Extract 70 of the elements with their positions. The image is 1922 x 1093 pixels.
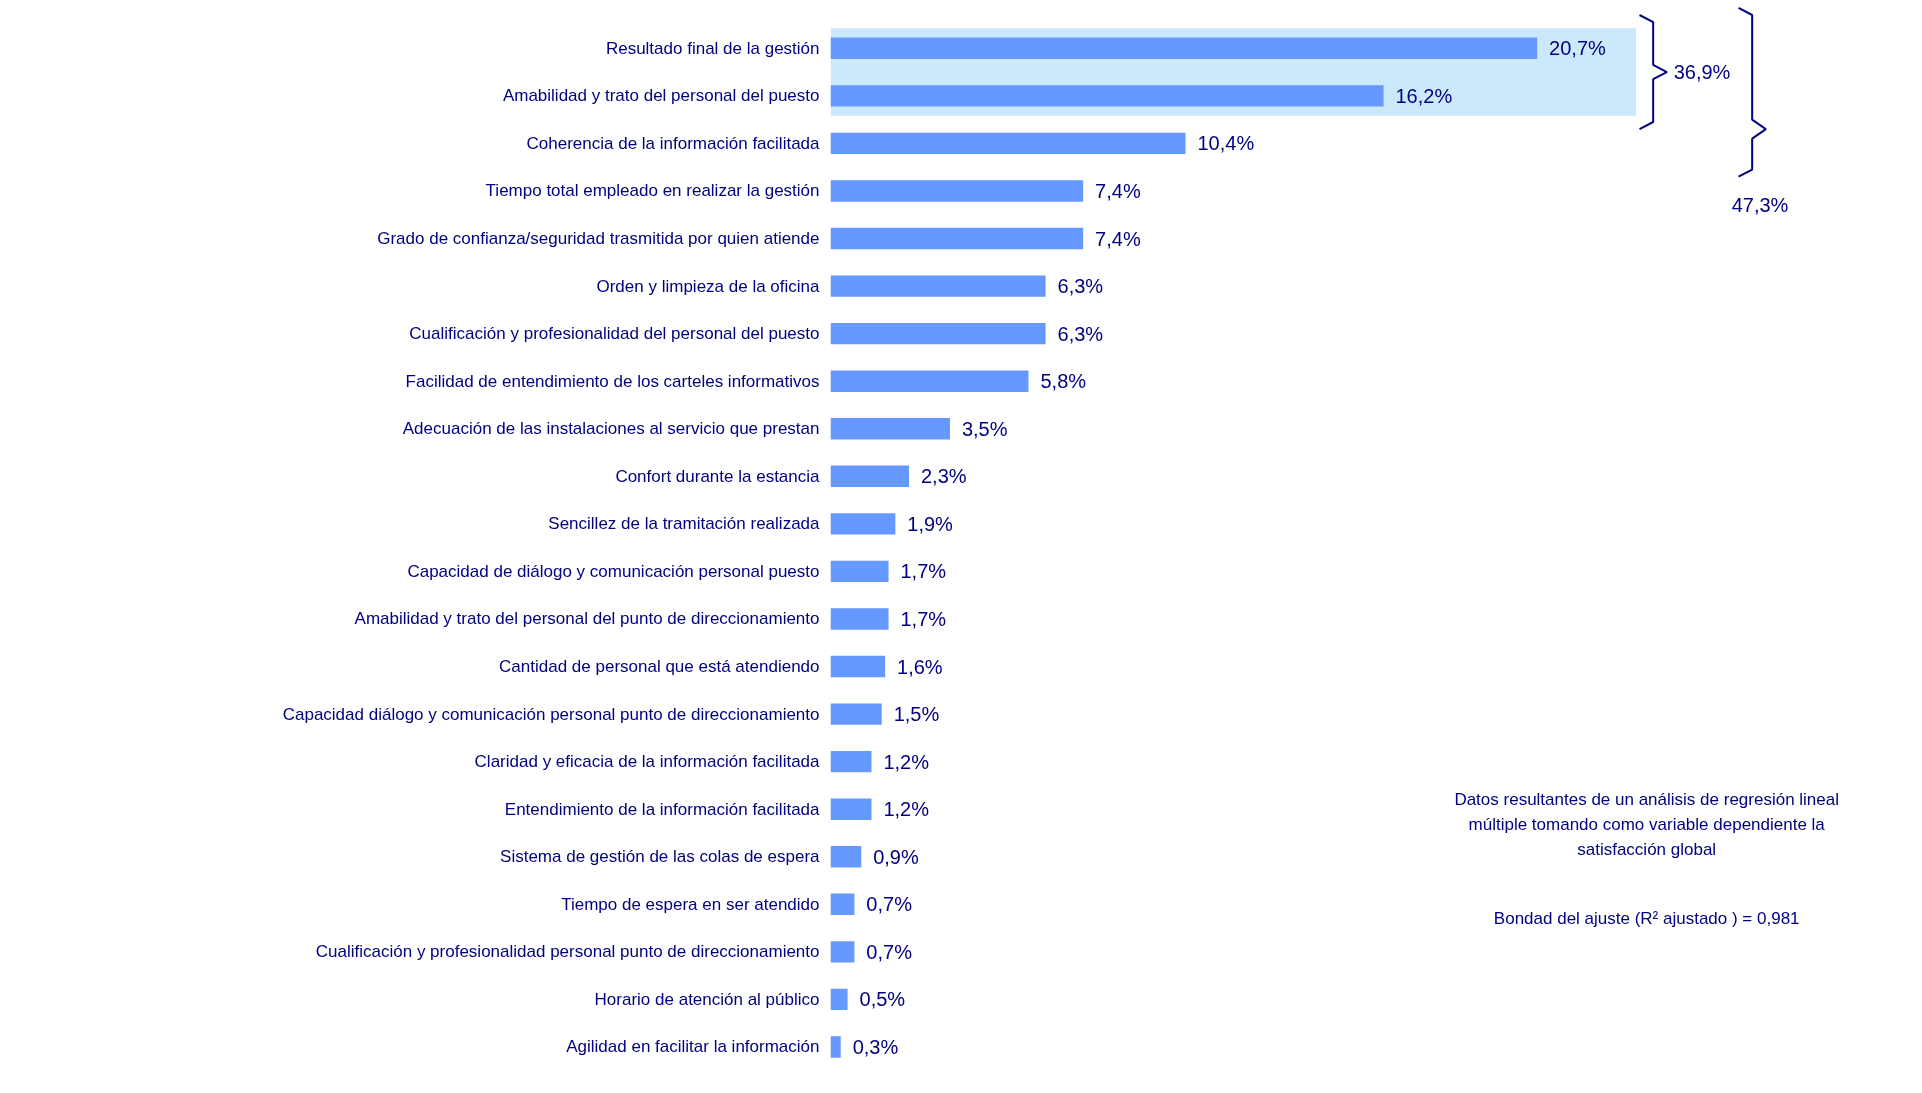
y-tick-label: Capacidad de diálogo y comunicación personal puesto [407, 561, 820, 581]
data-label: 16,2% [1395, 84, 1453, 107]
bar [830, 750, 872, 773]
bar [830, 275, 1046, 297]
bar [830, 513, 896, 535]
data-label: 5,8% [1040, 370, 1087, 393]
data-label: 10,4% [1197, 132, 1255, 155]
bar [830, 370, 1029, 392]
bar [830, 846, 862, 868]
bar [830, 893, 855, 915]
y-tick-label: Amabilidad y trato del personal del punto de direccionamiento [354, 609, 820, 629]
bar [830, 798, 872, 820]
bar [830, 655, 886, 678]
bar [830, 941, 855, 963]
y-tick-label: Horario de atención al público [594, 989, 820, 1009]
bar [830, 322, 1046, 345]
data-label: 20,7% [1549, 37, 1607, 60]
y-tick-label: Tiempo total empleado en realizar la gestión [485, 181, 820, 201]
y-tick-label: Sistema de gestión de las colas de espera [500, 847, 821, 867]
data-label: 7,4% [1095, 227, 1141, 250]
text: 47,3% [1731, 194, 1789, 217]
data-label: 2,3% [920, 465, 967, 488]
data-label: 0,5% [859, 988, 906, 1011]
y-tick-label: Sencillez de la tramitación realizada [548, 514, 821, 534]
y-tick-label: Tiempo de espera en ser atendido [561, 894, 820, 914]
data-label: 0,9% [873, 845, 919, 868]
bar [830, 37, 1538, 59]
bar [830, 180, 1084, 202]
text: 36,9% [1673, 61, 1731, 84]
bar [830, 85, 1384, 107]
y-tick-label: Grado de confianza/seguridad trasmitida por quien atiende [377, 229, 820, 249]
data-label: 1,7% [900, 560, 947, 583]
bar [830, 227, 1084, 250]
y-tick-label: Agilidad en facilitar la información [566, 1037, 820, 1057]
data-label: 3,5% [961, 417, 1008, 440]
data-label: 7,4% [1095, 179, 1141, 202]
data-label: 0,7% [866, 893, 913, 916]
data-label: 1,2% [883, 750, 930, 773]
y-tick-label: Resultado final de la gestión [605, 38, 820, 58]
y-tick-label: Entendimiento de la información facilitada [504, 799, 821, 819]
bar [830, 465, 910, 487]
y-tick-label: Cualificación y profesionalidad del personal del puesto [409, 324, 820, 344]
y-tick-label: Confort durante la estancia [615, 466, 821, 486]
data-label: 1,9% [907, 512, 954, 535]
bar [830, 988, 848, 1011]
bar [830, 608, 889, 630]
data-label: 1,2% [883, 798, 930, 821]
bar [830, 560, 889, 583]
annotation: Bondad del ajuste (R² ajustado ) = 0,981 [1493, 909, 1800, 929]
y-tick-label: Capacidad diálogo y comunicación personal punto de direccionamiento [282, 704, 820, 724]
y-tick-label: Orden y limpieza de la oficina [596, 276, 821, 296]
bar [830, 703, 882, 725]
y-tick-label: Adecuación de las instalaciones al servicio que prestan [402, 419, 820, 439]
data-label: 6,3% [1057, 322, 1104, 345]
y-tick-label: Amabilidad y trato del personal del puesto [502, 86, 820, 106]
annotation: Datos resultantes de un análisis de regresión lineal múltiple tomando como variable dependiente la satisfacción global [1454, 790, 1840, 859]
data-label: 1,5% [893, 703, 940, 726]
y-tick-label: Claridad y eficacia de la información facilitada [474, 752, 821, 772]
data-label: 1,6% [897, 655, 943, 678]
bar [830, 132, 1186, 155]
data-label: 0,3% [852, 1035, 899, 1058]
bar [830, 418, 950, 440]
data-label: 1,7% [900, 607, 947, 630]
bar [830, 1036, 841, 1058]
y-tick-label: Facilidad de entendimiento de los carteles informativos [405, 371, 820, 391]
data-label: 0,7% [866, 940, 913, 963]
y-tick-label: Cantidad de personal que está atendiendo [499, 657, 820, 677]
y-tick-label: Cualificación y profesionalidad personal punto de direccionamiento [315, 942, 820, 962]
y-tick-label: Coherencia de la información facilitada [526, 133, 821, 153]
data-label: 6,3% [1057, 275, 1104, 298]
